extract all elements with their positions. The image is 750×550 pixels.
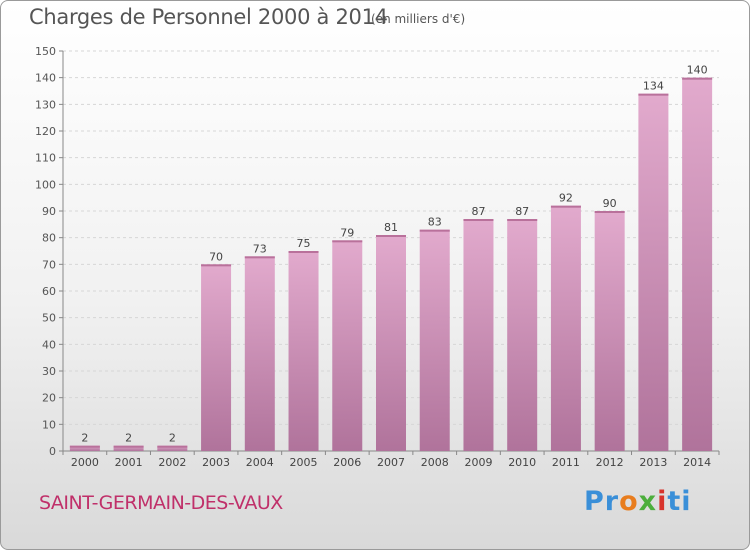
data-label: 73 xyxy=(253,242,267,255)
y-tick-label: 70 xyxy=(42,258,56,271)
x-tick-labels: 2000 2001 2002 2003 2004 2005 2006 2007 2008 2009… xyxy=(71,456,711,469)
bar xyxy=(594,211,625,451)
x-tick-label: 2000 xyxy=(71,456,99,469)
data-label: 92 xyxy=(559,192,573,205)
bar xyxy=(682,77,713,452)
data-label: 70 xyxy=(209,250,223,263)
y-tick-label: 90 xyxy=(42,205,56,218)
y-tick-labels: 0 10 20 30 40 50 60 70 80 90 100 110 120 130 140 150 xyxy=(35,45,56,458)
data-label: 2 xyxy=(81,432,88,445)
data-label: 79 xyxy=(340,226,354,239)
x-tick-label: 2007 xyxy=(377,456,405,469)
bar-top-edge xyxy=(682,77,713,80)
data-label: 2 xyxy=(169,432,176,445)
data-label: 87 xyxy=(515,205,529,218)
bar-top-edge xyxy=(419,229,450,232)
x-tick-label: 2008 xyxy=(421,456,449,469)
data-label: 2 xyxy=(125,432,132,445)
bar xyxy=(157,445,188,451)
y-tick-label: 100 xyxy=(35,178,56,191)
x-tick-label: 2006 xyxy=(333,456,361,469)
bar-top-edge xyxy=(376,235,406,237)
bar xyxy=(332,240,363,451)
x-tick-label: 2001 xyxy=(115,456,143,469)
x-tick-label: 2004 xyxy=(246,456,274,469)
y-tick-label: 120 xyxy=(35,125,56,138)
commune-name: SAINT-GERMAIN-DES-VAUX xyxy=(39,492,283,514)
bar xyxy=(113,445,144,451)
bar-top-edge xyxy=(332,240,363,243)
bar-top-edge xyxy=(463,219,494,221)
bar-top-edge xyxy=(288,251,319,253)
bar xyxy=(376,235,406,451)
bar-top-edge xyxy=(157,445,188,448)
y-tick-label: 110 xyxy=(35,152,56,165)
bar-top-edge xyxy=(244,256,275,259)
bar xyxy=(507,219,538,451)
y-tick-label: 30 xyxy=(42,365,56,378)
logo-part: x xyxy=(638,486,658,517)
proxiti-logo: Proxiti xyxy=(584,486,692,517)
bars xyxy=(69,77,713,452)
bar xyxy=(419,229,450,451)
unit-note: (en milliers d'€) xyxy=(371,12,466,26)
data-label: 81 xyxy=(384,221,398,234)
data-label: 134 xyxy=(643,80,664,93)
x-tick-label: 2010 xyxy=(508,456,536,469)
bar-top-edge xyxy=(638,93,669,96)
bar-top-edge xyxy=(113,445,144,448)
bar-top-edge xyxy=(594,211,625,213)
x-tick-label: 2014 xyxy=(683,456,711,469)
x-tick-label: 2009 xyxy=(464,456,492,469)
bar xyxy=(69,445,100,451)
bar-top-edge xyxy=(507,219,538,221)
logo-part: ti xyxy=(667,486,692,517)
data-label: 87 xyxy=(471,205,485,218)
logo-part: Pr xyxy=(584,486,620,517)
x-tick-label: 2012 xyxy=(596,456,624,469)
y-tick-label: 140 xyxy=(35,72,56,85)
bar-top-edge xyxy=(550,205,581,208)
y-tick-label: 20 xyxy=(42,392,56,405)
y-tick-label: 60 xyxy=(42,285,56,298)
data-label: 83 xyxy=(428,216,442,229)
y-tick-label: 40 xyxy=(42,338,56,351)
y-tick-label: 0 xyxy=(49,445,56,458)
bar xyxy=(550,205,581,451)
bar xyxy=(638,93,669,452)
y-tick-label: 80 xyxy=(42,232,56,245)
data-label: 90 xyxy=(603,197,617,210)
bar xyxy=(244,256,275,451)
chart-title: Charges de Personnel 2000 à 2014 xyxy=(29,5,388,29)
bar xyxy=(201,264,232,451)
x-tick-label: 2013 xyxy=(639,456,667,469)
bar-top-edge xyxy=(69,445,100,448)
logo-part: o xyxy=(619,486,639,517)
y-tick-label: 150 xyxy=(35,45,56,58)
x-tick-label: 2005 xyxy=(290,456,318,469)
bar xyxy=(463,219,494,451)
x-tick-label: 2003 xyxy=(202,456,230,469)
data-label: 75 xyxy=(297,237,311,250)
data-label: 140 xyxy=(687,64,708,77)
bar xyxy=(288,251,319,451)
bar-top-edge xyxy=(201,264,232,267)
data-labels: 2 2 2 70 73 75 79 81 83 87 87 92 90 134 140 xyxy=(81,64,707,445)
logo-part: i xyxy=(657,486,668,517)
y-tick-label: 130 xyxy=(35,98,56,111)
y-tick-label: 10 xyxy=(42,418,56,431)
x-tick-label: 2011 xyxy=(552,456,580,469)
y-tick-label: 50 xyxy=(42,312,56,325)
x-tick-label: 2002 xyxy=(158,456,186,469)
